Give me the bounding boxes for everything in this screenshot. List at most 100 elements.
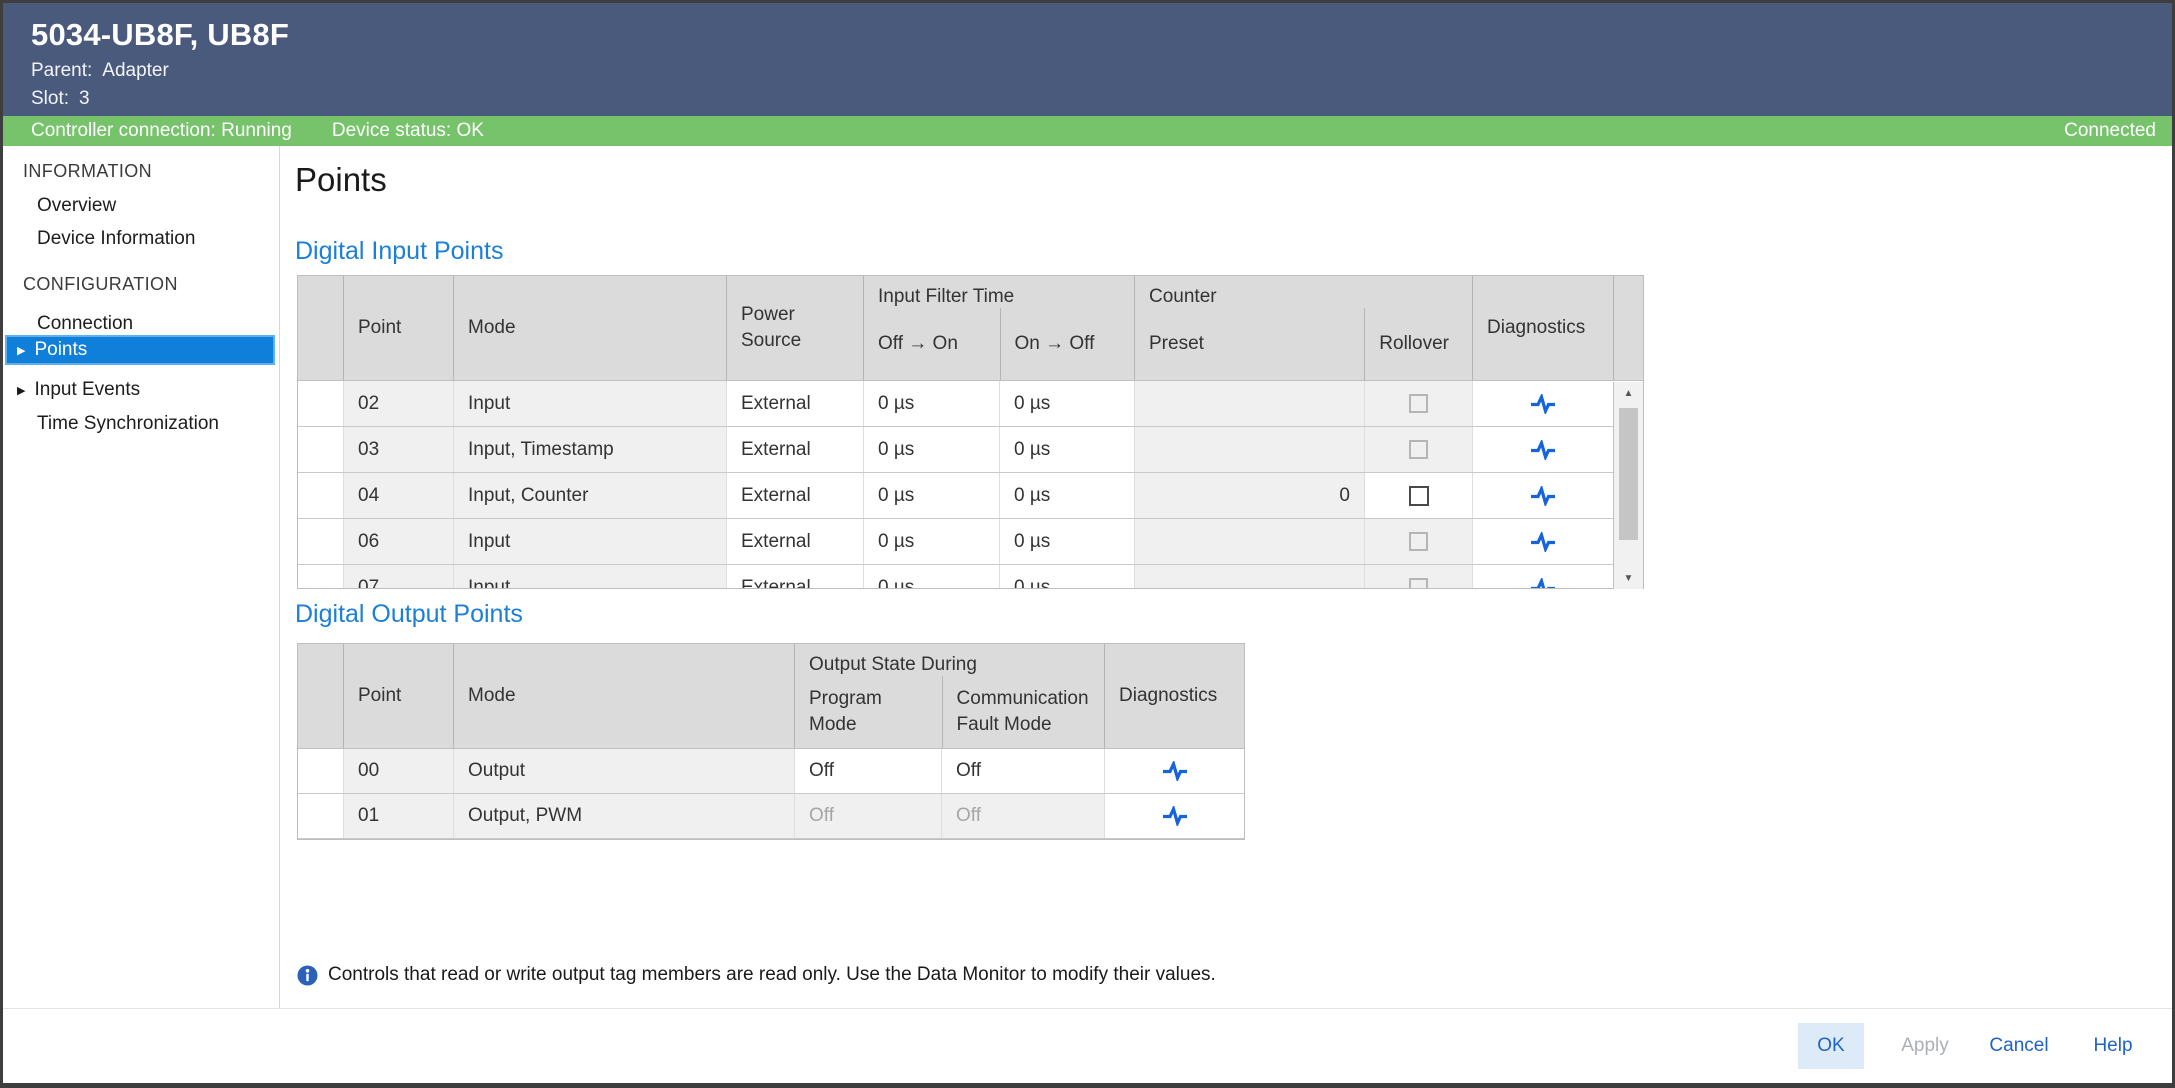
digital-output-points-table: Point Mode Output State During Program M… (297, 643, 1245, 840)
program-mode-cell[interactable]: Off (794, 749, 941, 793)
sidebar-item-time-synchronization[interactable]: Time Synchronization (37, 413, 219, 434)
off-to-on-cell[interactable]: 0 µs (863, 519, 999, 564)
power-source-cell[interactable]: External (726, 473, 863, 518)
row-selector[interactable] (298, 749, 343, 793)
cancel-button[interactable]: Cancel (1986, 1023, 2052, 1069)
table-row: 04 Input, Counter External 0 µs 0 µs 0 (298, 473, 1614, 519)
diagnostics-cell[interactable] (1472, 519, 1613, 564)
section-configuration: CONFIGURATION (23, 274, 178, 294)
preset-cell (1134, 381, 1364, 426)
comm-fault-mode-cell: Off (941, 794, 1104, 838)
vertical-scrollbar[interactable]: ▲ ▼ (1613, 382, 1643, 589)
off-to-on-cell[interactable]: 0 µs (863, 427, 999, 472)
section-information: INFORMATION (23, 161, 153, 181)
row-selector[interactable] (298, 565, 343, 588)
preset-cell (1134, 519, 1364, 564)
diagnostics-cell[interactable] (1104, 749, 1244, 793)
table-row: 03 Input, Timestamp External 0 µs 0 µs (298, 427, 1614, 473)
mode-cell: Input (453, 565, 726, 588)
apply-button[interactable]: Apply (1892, 1023, 1958, 1069)
table-row: 06 Input External 0 µs 0 µs (298, 519, 1614, 565)
table-row: 02 Input External 0 µs 0 µs (298, 381, 1614, 427)
row-selector[interactable] (298, 794, 343, 838)
diagnostics-pulse-icon[interactable] (1530, 577, 1556, 589)
power-source-cell[interactable]: External (726, 519, 863, 564)
on-to-off-cell[interactable]: 0 µs (999, 565, 1134, 588)
slot-row: Slot: 3 (31, 88, 90, 110)
mode-cell: Input, Timestamp (453, 427, 726, 472)
rollover-cell (1364, 565, 1472, 588)
rollover-checkbox (1409, 440, 1428, 459)
off-to-on-cell[interactable]: 0 µs (863, 381, 999, 426)
row-selector[interactable] (298, 519, 343, 564)
diagnostics-cell[interactable] (1472, 473, 1613, 518)
program-mode-cell: Off (794, 794, 941, 838)
point-cell: 00 (343, 749, 453, 793)
digital-input-points-heading: Digital Input Points (295, 237, 504, 265)
col-program-mode: Program Mode (809, 688, 882, 735)
connected-badge: Connected (2064, 120, 2156, 141)
sidebar-item-overview[interactable]: Overview (37, 195, 117, 216)
scroll-up-button[interactable]: ▲ (1614, 382, 1643, 404)
comm-fault-mode-cell[interactable]: Off (941, 749, 1104, 793)
slot-label: Slot: (31, 88, 70, 109)
point-cell: 02 (343, 381, 453, 426)
rollover-checkbox[interactable] (1408, 485, 1429, 506)
mode-cell: Output (453, 749, 794, 793)
expand-arrow-icon[interactable]: ▶ (17, 344, 26, 357)
parent-row: Parent: Adapter (31, 60, 169, 82)
scroll-down-button[interactable]: ▼ (1614, 567, 1643, 589)
sidebar-item-device-information[interactable]: Device Information (37, 228, 196, 249)
help-button[interactable]: Help (2080, 1023, 2146, 1069)
off-to-on-cell[interactable]: 0 µs (863, 473, 999, 518)
on-to-off-cell[interactable]: 0 µs (999, 381, 1134, 426)
off-to-on-cell[interactable]: 0 µs (863, 565, 999, 588)
mode-cell: Input (453, 519, 726, 564)
footer-button-bar: OK Apply Cancel Help (3, 1008, 2172, 1083)
on-to-off-cell[interactable]: 0 µs (999, 427, 1134, 472)
expand-arrow-icon[interactable]: ▶ (17, 384, 26, 397)
diagnostics-pulse-icon[interactable] (1162, 806, 1188, 826)
row-selector[interactable] (298, 427, 343, 472)
rollover-cell (1364, 381, 1472, 426)
info-note-text: Controls that read or write output tag m… (328, 964, 1216, 985)
power-source-cell[interactable]: External (726, 565, 863, 588)
power-source-cell[interactable]: External (726, 381, 863, 426)
col-point: Point (343, 276, 453, 380)
diagnostics-cell[interactable] (1472, 565, 1613, 588)
mode-cell: Input, Counter (453, 473, 726, 518)
sidebar-item-points[interactable]: ▶ Points (5, 335, 275, 365)
controller-connection-status: Controller connection: Running (31, 120, 292, 141)
preset-input[interactable]: 0 (1134, 473, 1364, 518)
diagnostics-cell[interactable] (1472, 427, 1613, 472)
info-note: Controls that read or write output tag m… (297, 964, 1216, 986)
diagnostics-cell[interactable] (1472, 381, 1613, 426)
diagnostics-pulse-icon[interactable] (1530, 531, 1556, 552)
ok-button[interactable]: OK (1798, 1023, 1864, 1069)
diagnostics-cell[interactable] (1104, 794, 1244, 838)
row-selector[interactable] (298, 381, 343, 426)
sidebar-item-points-label: Points (34, 339, 88, 360)
scrollbar-thumb[interactable] (1619, 408, 1638, 540)
col-preset: Preset (1149, 333, 1204, 355)
mode-cell: Output, PWM (453, 794, 794, 838)
row-selector-header (298, 276, 343, 380)
diagnostics-pulse-icon[interactable] (1530, 485, 1556, 506)
diagnostics-pulse-icon[interactable] (1530, 393, 1556, 414)
col-diagnostics: Diagnostics (1472, 276, 1613, 380)
sidebar-item-input-events[interactable]: ▶ Input Events (17, 379, 140, 401)
power-source-cell[interactable]: External (726, 427, 863, 472)
navigation-sidebar: INFORMATION Overview Device Information … (3, 146, 280, 1012)
diagnostics-pulse-icon[interactable] (1530, 439, 1556, 460)
table-row: 07 Input External 0 µs 0 µs (298, 565, 1614, 588)
on-to-off-cell[interactable]: 0 µs (999, 473, 1134, 518)
row-selector[interactable] (298, 473, 343, 518)
info-icon (297, 965, 318, 985)
parent-value: Adapter (102, 60, 169, 81)
input-filter-time-label: Input Filter Time (878, 286, 1015, 307)
diagnostics-pulse-icon[interactable] (1162, 761, 1188, 781)
rollover-cell (1364, 473, 1472, 518)
sidebar-item-connection[interactable]: Connection (37, 313, 134, 334)
on-to-off-cell[interactable]: 0 µs (999, 519, 1134, 564)
